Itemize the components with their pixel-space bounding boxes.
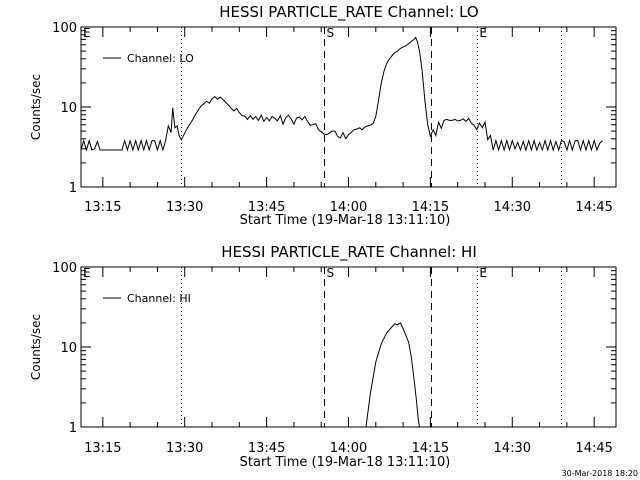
x-tick-label: 14:00 xyxy=(330,200,367,215)
y-tick-label: 10 xyxy=(60,101,77,116)
x-tick-label: 13:30 xyxy=(166,441,203,456)
y-tick-label: 100 xyxy=(52,261,77,276)
x-tick-label: 14:45 xyxy=(575,441,612,456)
event-marker-label: S xyxy=(326,266,334,280)
x-tick-label: 14:15 xyxy=(412,441,449,456)
panel-lo-legend: Channel: LO xyxy=(103,52,194,65)
panel-lo-yticks: 1 10 100 xyxy=(52,21,616,196)
y-tick-label: 1 xyxy=(69,421,77,436)
x-tick-label: 13:15 xyxy=(84,441,121,456)
panel-lo-frame xyxy=(80,26,617,188)
event-marker-label: E xyxy=(479,266,487,280)
x-tick-label: 14:45 xyxy=(575,200,612,215)
event-marker-label: E xyxy=(83,26,91,40)
event-marker-label: E xyxy=(83,266,91,280)
y-tick-label: 10 xyxy=(60,341,77,356)
x-tick-label: 13:45 xyxy=(248,200,285,215)
generation-timestamp: 30-Mar-2018 18:20 xyxy=(562,469,639,478)
y-tick-label: 100 xyxy=(52,21,77,36)
panel-hi-ylabel: Counts/sec xyxy=(29,314,43,380)
x-tick-label: 14:00 xyxy=(330,441,367,456)
x-tick-label: 13:45 xyxy=(248,441,285,456)
panel-lo-xlabel: Start Time (19-Mar-18 13:11:10) xyxy=(240,213,451,228)
x-tick-label: 14:30 xyxy=(494,200,531,215)
event-marker-label: S xyxy=(326,26,334,40)
panel-hi-title: HESSI PARTICLE_RATE Channel: HI xyxy=(221,243,477,262)
panel-hi-legend-label: Channel: HI xyxy=(127,292,191,305)
x-tick-label: 13:15 xyxy=(84,200,121,215)
panel-hi-frame xyxy=(80,266,617,428)
event-marker-label: E xyxy=(479,26,487,40)
x-tick-label: 14:30 xyxy=(494,441,531,456)
panel-hi-xlabel: Start Time (19-Mar-18 13:11:10) xyxy=(240,455,451,470)
panel-lo-title: HESSI PARTICLE_RATE Channel: LO xyxy=(219,3,478,22)
panel-hi: HESSI PARTICLE_RATE Channel: HI Counts/s… xyxy=(29,243,617,470)
x-tick-label: 13:30 xyxy=(166,200,203,215)
panel-hi-yticks: 1 10 100 xyxy=(52,261,616,436)
x-tick-label: 14:15 xyxy=(412,200,449,215)
y-tick-label: 1 xyxy=(69,181,77,196)
panel-lo: HESSI PARTICLE_RATE Channel: LO Counts/s… xyxy=(29,3,617,228)
panel-hi-xticks: 13:15 13:30 13:45 14:00 14:15 14:30 14:45 xyxy=(84,267,613,456)
panel-lo-legend-label: Channel: LO xyxy=(127,52,194,65)
panel-lo-xticks: 13:15 13:30 13:45 14:00 14:15 14:30 14:45 xyxy=(84,27,613,215)
panel-hi-series-line xyxy=(365,322,420,428)
panel-hi-legend: Channel: HI xyxy=(103,292,191,305)
panel-lo-ylabel: Counts/sec xyxy=(29,74,43,140)
panel-lo-series-line xyxy=(80,36,603,152)
